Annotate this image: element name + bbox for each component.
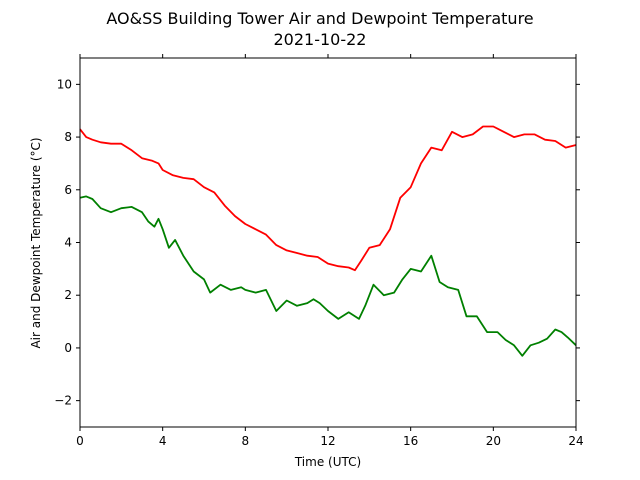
y-tick-label: 0: [64, 341, 72, 355]
x-tick-label: 20: [486, 434, 501, 448]
plot-area-frame: [79, 57, 577, 428]
x-tick-label: 0: [76, 434, 84, 448]
y-tick-label: 4: [64, 236, 72, 250]
y-tick-label: −2: [54, 394, 72, 408]
x-tick-label: 12: [320, 434, 335, 448]
series-line-air-temperature: [79, 125, 577, 272]
data-lines: [79, 125, 577, 357]
x-tick-label: 16: [403, 434, 418, 448]
chart-title: AO&SS Building Tower Air and Dewpoint Te…: [106, 9, 533, 28]
x-tick-label: 24: [568, 434, 583, 448]
series-line-dewpoint-temperature: [79, 195, 577, 357]
x-axis-label: Time (UTC): [294, 455, 361, 469]
y-tick-label: 10: [57, 77, 72, 91]
y-tick-label: 2: [64, 288, 72, 302]
y-tick-label: 8: [64, 130, 72, 144]
y-axis-label: Air and Dewpoint Temperature (°C): [29, 137, 43, 348]
y-tick-label: 6: [64, 183, 72, 197]
x-tick-label: 8: [242, 434, 250, 448]
x-tick-label: 4: [159, 434, 167, 448]
chart-subtitle: 2021-10-22: [274, 30, 367, 49]
